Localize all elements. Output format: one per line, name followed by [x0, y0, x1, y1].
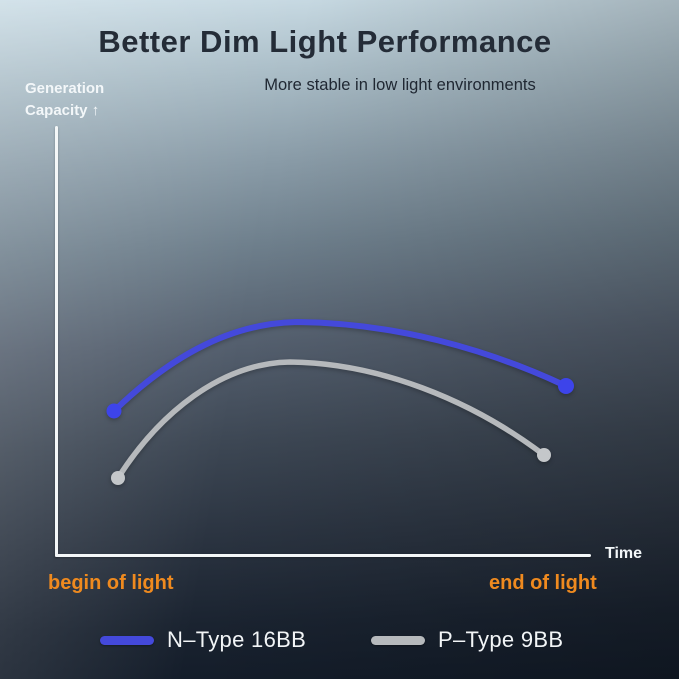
page-title: Better Dim Light Performance — [98, 24, 552, 59]
y-axis-label: Generation Capacity ↑ — [25, 80, 105, 119]
subtitle: More stable in low light environments — [264, 76, 536, 94]
ptype-line-swatch — [371, 635, 425, 645]
x-axis-line — [55, 554, 591, 557]
ntype-line-swatch — [100, 635, 154, 645]
ptype-legend-label: P–Type 9BB — [438, 627, 564, 652]
x-tick-begin-of-light: begin of light — [48, 572, 174, 594]
series-ptype — [111, 359, 551, 485]
x-axis-label: Time — [605, 545, 643, 562]
ntype-legend-label: N–Type 16BB — [167, 627, 307, 652]
legend-item-ntype: N–Type 16BB — [100, 627, 306, 653]
y-axis-line — [55, 126, 58, 557]
x-tick-end-of-light: end of light — [489, 572, 597, 594]
legend-item-ptype: P–Type 9BB — [371, 627, 563, 653]
series-ntype — [106, 318, 574, 419]
